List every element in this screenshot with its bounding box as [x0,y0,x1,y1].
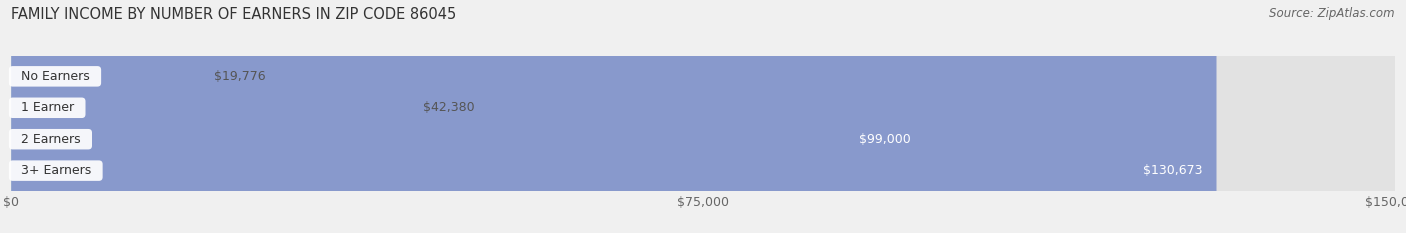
Text: FAMILY INCOME BY NUMBER OF EARNERS IN ZIP CODE 86045: FAMILY INCOME BY NUMBER OF EARNERS IN ZI… [11,7,457,22]
FancyBboxPatch shape [11,0,1395,233]
Text: 1 Earner: 1 Earner [13,101,82,114]
Text: 2 Earners: 2 Earners [13,133,89,146]
FancyBboxPatch shape [11,0,1216,233]
Text: Source: ZipAtlas.com: Source: ZipAtlas.com [1270,7,1395,20]
FancyBboxPatch shape [11,0,1395,233]
Text: $19,776: $19,776 [214,70,266,83]
FancyBboxPatch shape [11,0,1395,233]
Text: $42,380: $42,380 [423,101,474,114]
Text: 3+ Earners: 3+ Earners [13,164,98,177]
FancyBboxPatch shape [11,0,1395,233]
Text: $130,673: $130,673 [1143,164,1202,177]
FancyBboxPatch shape [11,0,924,233]
Text: $99,000: $99,000 [859,133,911,146]
Text: No Earners: No Earners [13,70,97,83]
FancyBboxPatch shape [11,0,402,233]
FancyBboxPatch shape [11,0,194,233]
